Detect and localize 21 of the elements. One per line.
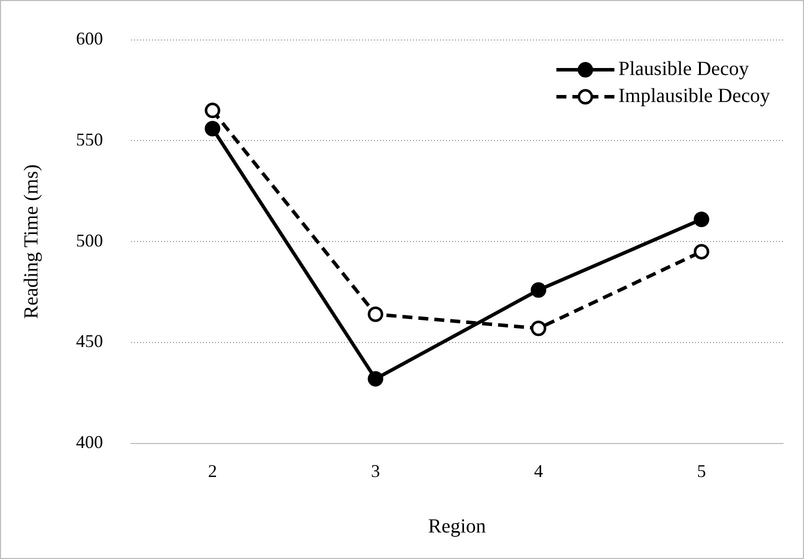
y-tick-label: 600 bbox=[76, 28, 103, 49]
point bbox=[368, 306, 384, 322]
y-axis-title: Reading Time (ms) bbox=[20, 164, 42, 319]
x-tick-label: 3 bbox=[371, 460, 380, 481]
point bbox=[368, 371, 384, 387]
y-tick-label: 450 bbox=[76, 331, 103, 352]
point bbox=[204, 120, 220, 136]
x-tick-label: 4 bbox=[534, 460, 543, 481]
point bbox=[530, 320, 546, 336]
point bbox=[694, 212, 710, 228]
point bbox=[204, 102, 220, 118]
point bbox=[530, 282, 546, 298]
point bbox=[694, 244, 710, 260]
x-tick-label: 5 bbox=[697, 460, 706, 481]
legend-label: Plausible Decoy bbox=[618, 58, 749, 80]
x-tick-label: 2 bbox=[208, 460, 217, 481]
x-axis-title: Region bbox=[428, 515, 486, 538]
y-tick-label: 400 bbox=[76, 432, 103, 452]
legend-label: Implausible Decoy bbox=[618, 85, 770, 108]
y-tick-label: 550 bbox=[76, 129, 103, 150]
y-tick-label: 500 bbox=[76, 230, 103, 250]
